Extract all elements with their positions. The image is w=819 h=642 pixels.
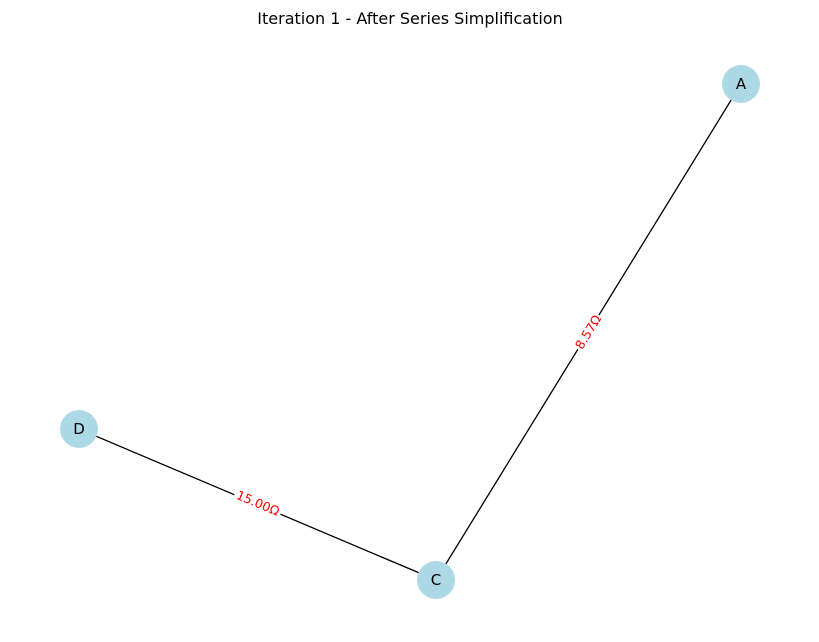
node-c-label: C bbox=[431, 571, 441, 589]
edge-label-background bbox=[570, 310, 606, 354]
edge-label-text: 15.00Ω bbox=[234, 487, 282, 519]
edge-labels-layer: 8.57Ω 15.00Ω bbox=[231, 310, 606, 521]
node-a-label: A bbox=[736, 75, 747, 93]
node-d-circle bbox=[60, 410, 98, 448]
edge-label-d-c: 15.00Ω bbox=[231, 485, 285, 521]
node-c-circle bbox=[417, 561, 455, 599]
node-d-label: D bbox=[73, 420, 85, 438]
node-a-circle bbox=[722, 65, 760, 103]
nodes-layer: A C D bbox=[60, 65, 760, 599]
node-c: C bbox=[417, 561, 455, 599]
edge-label-text: 8.57Ω bbox=[572, 312, 605, 352]
edge-label-a-c: 8.57Ω bbox=[570, 310, 606, 354]
node-d: D bbox=[60, 410, 98, 448]
node-a: A bbox=[722, 65, 760, 103]
figure-title: Iteration 1 - After Series Simplificatio… bbox=[257, 9, 562, 28]
edges-layer bbox=[78, 83, 742, 581]
edge-label-background bbox=[231, 485, 285, 521]
